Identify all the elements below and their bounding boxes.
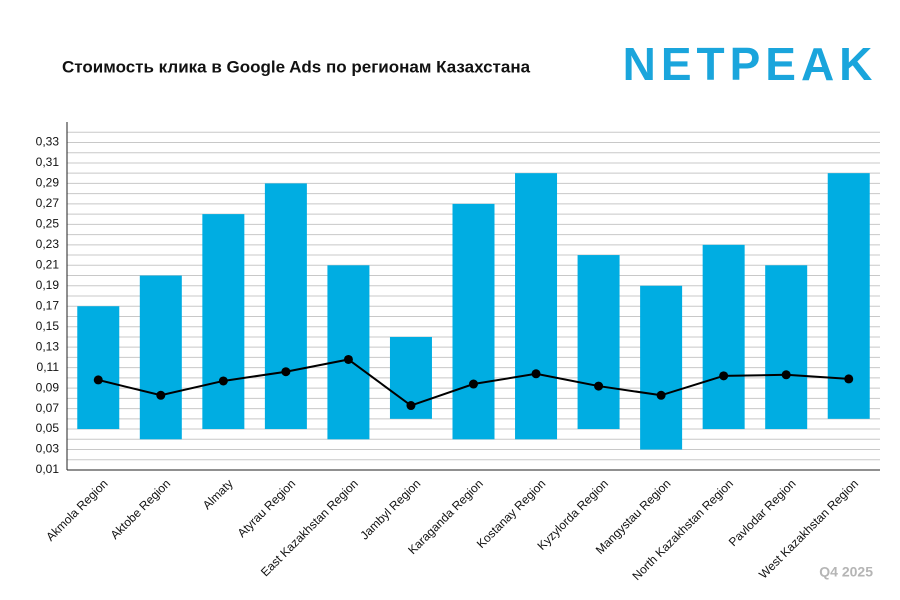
y-tick-label: 0,23 (36, 237, 60, 251)
range-bar (77, 306, 120, 430)
logo: NETPEAK (623, 38, 878, 90)
range-bar (765, 265, 808, 430)
x-tick-label: Almaty (200, 476, 236, 512)
range-bar (640, 285, 683, 450)
average-point (281, 367, 291, 377)
average-point (594, 381, 604, 391)
x-tick-label: Atyrau Region (235, 476, 299, 540)
average-point (469, 379, 478, 389)
period-label: Q4 2025 (819, 564, 873, 580)
y-tick-label: 0,19 (36, 278, 60, 292)
average-point (781, 370, 791, 380)
range-bar (202, 214, 245, 430)
range-bar (577, 255, 620, 430)
x-tick-label: Pavlodar Region (726, 476, 799, 549)
average-point (656, 390, 666, 400)
x-tick-label: Jambyl Region (357, 476, 423, 542)
x-tick-label: Akmola Region (43, 476, 110, 543)
x-tick-label: Aktobe Region (108, 476, 174, 542)
y-tick-label: 0,13 (36, 339, 60, 353)
range-bar (452, 203, 495, 440)
y-tick-label: 0,05 (36, 421, 60, 435)
y-tick-label: 0,01 (36, 462, 60, 476)
x-tick-label: North Kazakhstan Region (629, 476, 736, 583)
y-tick-label: 0,09 (36, 380, 60, 394)
range-bar (515, 173, 558, 440)
range-bar (264, 183, 307, 430)
average-point (719, 371, 729, 381)
average-point (844, 374, 854, 384)
average-point (343, 354, 353, 364)
average-point (156, 390, 166, 400)
y-tick-label: 0,07 (36, 401, 60, 415)
chart-title: Стоимость клика в Google Ads по регионам… (62, 57, 531, 76)
range-bar (139, 275, 182, 440)
y-tick-label: 0,03 (36, 442, 60, 456)
average-point (531, 369, 541, 379)
y-tick-label: 0,27 (36, 196, 60, 210)
y-tick-label: 0,33 (36, 135, 60, 149)
y-tick-label: 0,11 (37, 360, 60, 374)
average-point (218, 376, 228, 386)
y-tick-label: 0,31 (36, 155, 60, 169)
range-bar (702, 244, 745, 430)
y-tick-label: 0,21 (36, 257, 60, 271)
y-tick-label: 0,29 (36, 176, 60, 190)
y-tick-label: 0,17 (36, 298, 60, 312)
range-bar (327, 265, 370, 440)
y-tick-label: 0,15 (36, 319, 60, 333)
average-point (406, 401, 416, 411)
average-point (93, 375, 103, 385)
y-tick-label: 0,25 (36, 217, 60, 231)
